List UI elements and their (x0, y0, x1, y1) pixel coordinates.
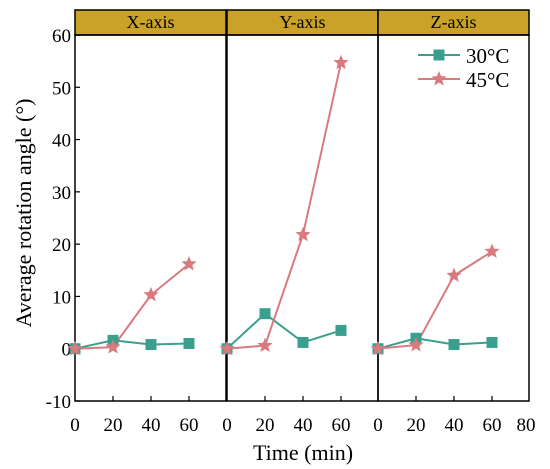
data-point (408, 337, 424, 352)
data-point (219, 340, 235, 356)
x-tick-label: 60 (180, 415, 199, 436)
x-tick-label: 20 (256, 415, 275, 436)
data-point (257, 337, 273, 353)
panel-3: Z-axis 0 20 40 60 80 (370, 9, 536, 436)
x-tick-label: 0 (222, 415, 232, 436)
x-tick-label: 0 (70, 415, 80, 436)
x-tick-label: 80 (517, 415, 536, 436)
data-point (67, 340, 83, 356)
panel-strip (74, 9, 227, 36)
x-tick-label: 60 (332, 415, 351, 436)
data-point (448, 339, 460, 351)
data-point (335, 324, 347, 336)
data-point (333, 54, 349, 70)
data-point (105, 339, 121, 354)
y-tick-label: 30 (52, 183, 71, 204)
series-line (74, 339, 190, 350)
data-point (259, 308, 271, 320)
y-tick-label: 20 (52, 235, 71, 256)
legend-marker (433, 49, 445, 61)
legend: 30°C45°C (418, 44, 509, 92)
data-point (295, 226, 311, 242)
data-point (145, 339, 157, 351)
y-tick-label: 50 (52, 78, 71, 99)
data-point (370, 340, 386, 356)
x-tick-label: 40 (294, 415, 313, 436)
x-axis-label: Time (min) (253, 440, 353, 465)
data-point (484, 243, 500, 258)
data-point (183, 337, 195, 349)
series-line (226, 62, 342, 350)
series-line (377, 250, 493, 350)
legend-marker (431, 71, 447, 86)
data-point (486, 336, 498, 348)
y-tick-label: 0 (62, 340, 72, 361)
panel-2: Y-axis 0 20 40 60 (219, 9, 379, 436)
y-tick-label: 10 (52, 287, 71, 308)
legend-label: 45°C (466, 68, 509, 92)
data-point (181, 256, 197, 271)
y-tick-label: -10 (46, 392, 71, 413)
panel-strip-label: X-axis (127, 12, 175, 32)
panel-strip-label: Z-axis (431, 12, 477, 32)
panel-strip-label: Y-axis (280, 12, 326, 32)
series-line (377, 337, 493, 350)
data-point (143, 286, 159, 302)
x-tick-label: 20 (407, 415, 426, 436)
x-tick-label: 20 (104, 415, 123, 436)
y-tick-label: 60 (52, 26, 71, 47)
x-tick-label: 40 (142, 415, 161, 436)
series-line (226, 312, 342, 350)
y-tick-label: 40 (52, 131, 71, 152)
legend-label: 30°C (466, 44, 509, 68)
series-line (74, 263, 190, 350)
x-tick-label: 40 (445, 415, 464, 436)
data-point (446, 267, 462, 282)
x-tick-label: 60 (483, 415, 502, 436)
x-tick-label: 0 (373, 415, 383, 436)
data-point (297, 336, 309, 348)
y-axis-label: Average rotation angle (°) (11, 99, 36, 328)
